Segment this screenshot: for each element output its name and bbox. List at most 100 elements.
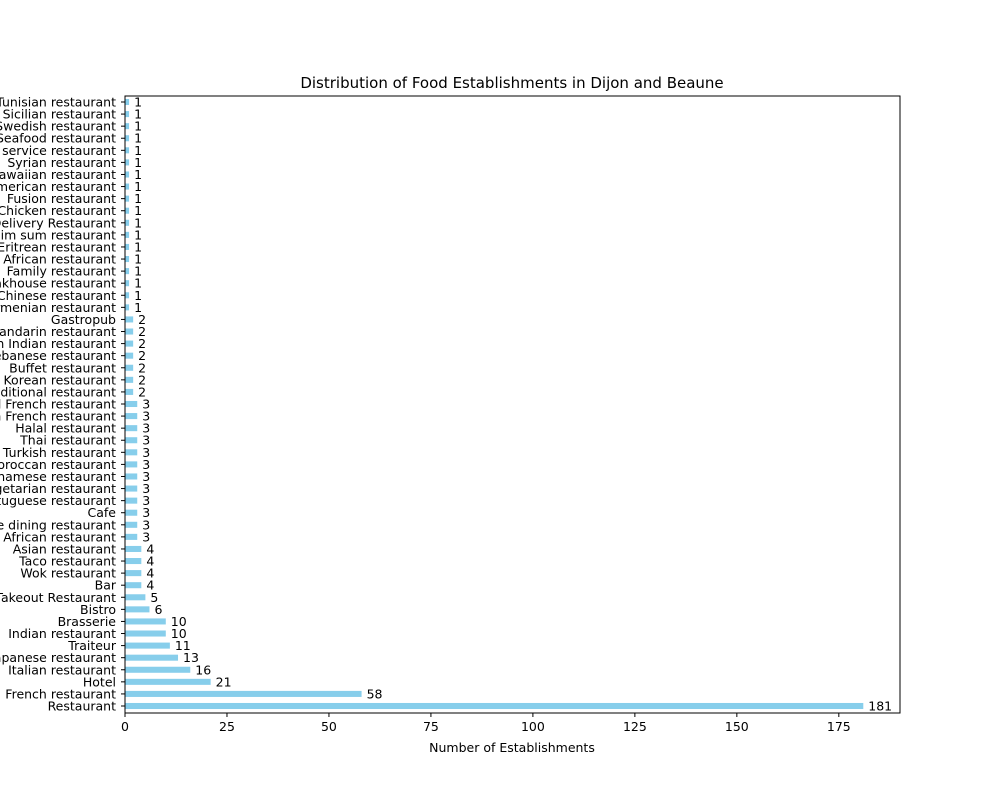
value-label: 3 (142, 421, 150, 436)
bar (125, 98, 130, 106)
bar (125, 256, 130, 263)
y-tick-label: French restaurant (5, 686, 116, 701)
y-tick-label: Traiteur (67, 638, 117, 653)
value-label: 1 (134, 167, 142, 182)
bar (125, 509, 138, 516)
value-label: 1 (134, 276, 142, 291)
bar (125, 352, 134, 359)
x-axis-title: Number of Establishments (429, 740, 595, 755)
y-tick-label: Chicken restaurant (0, 203, 116, 218)
value-label: 1 (134, 131, 142, 146)
x-ticks: 0 25 50 75 100 125 150 175 (121, 713, 851, 734)
value-label: 58 (367, 686, 383, 701)
x-tick-label: 0 (121, 719, 129, 734)
bar (125, 545, 142, 552)
value-label: 1 (134, 95, 142, 110)
y-tick-label: North Indian restaurant (0, 336, 116, 351)
value-label: 2 (138, 324, 146, 339)
value-label: 3 (142, 433, 150, 448)
value-label: 11 (175, 638, 191, 653)
value-label: 1 (134, 252, 142, 267)
x-tick-label: 50 (321, 719, 337, 734)
y-tick-label: Tunisian restaurant (0, 95, 116, 110)
bar (125, 642, 170, 649)
bar (125, 437, 138, 444)
value-labels: 1815821161311101065444433333333333322222… (134, 95, 892, 714)
y-tick-label: Dim sum restaurant (0, 227, 116, 242)
bar (125, 364, 134, 371)
value-label: 3 (142, 493, 150, 508)
bar (125, 219, 130, 226)
bar (125, 280, 130, 287)
y-tick-label: Vietnamese restaurant (0, 469, 116, 484)
value-label: 181 (868, 699, 892, 714)
value-label: 16 (195, 662, 211, 677)
bar (125, 533, 138, 540)
bar (125, 473, 138, 480)
bar (125, 159, 130, 166)
bar (125, 690, 362, 697)
y-tick-label: Korean restaurant (3, 372, 116, 387)
bar (125, 328, 134, 335)
bar (125, 316, 134, 323)
value-label: 1 (134, 119, 142, 134)
bar (125, 558, 142, 565)
bar (125, 521, 138, 528)
value-label: 1 (134, 191, 142, 206)
bar (125, 425, 138, 432)
bar (125, 461, 138, 468)
value-label: 3 (142, 481, 150, 496)
y-tick-label: Seafood restaurant (0, 131, 116, 146)
value-label: 1 (134, 179, 142, 194)
bar (125, 292, 130, 299)
bar (125, 678, 211, 685)
y-tick-label: Taco restaurant (18, 554, 116, 569)
y-tick-label: Chinese restaurant (0, 288, 116, 303)
bar (125, 388, 134, 395)
value-label: 3 (142, 505, 150, 520)
value-label: 1 (134, 264, 142, 279)
y-tick-label: Italian restaurant (8, 662, 116, 677)
plot-frame (124, 95, 901, 714)
value-label: 1 (134, 155, 142, 170)
y-tick-label: African restaurant (3, 529, 116, 544)
y-tick-label: Swedish restaurant (0, 119, 116, 134)
value-label: 1 (134, 288, 142, 303)
bar (125, 702, 864, 710)
bar (125, 207, 130, 214)
bar (125, 449, 138, 456)
x-tick-label: 25 (219, 719, 235, 734)
y-tick-label: Self service restaurant (0, 143, 116, 158)
value-label: 13 (183, 650, 199, 665)
value-label: 3 (142, 445, 150, 460)
value-label: 1 (134, 215, 142, 230)
value-label: 4 (146, 566, 154, 581)
bar (125, 195, 130, 202)
y-tick-label: Fine dining restaurant (0, 517, 116, 532)
y-tick-label: Portuguese restaurant (0, 493, 116, 508)
y-tick-label: Mandarin restaurant (0, 324, 116, 339)
y-tick-label: Thai restaurant (19, 433, 116, 448)
value-label: 1 (134, 227, 142, 242)
value-label: 3 (142, 397, 150, 412)
bar (125, 243, 130, 250)
y-tick-label: Steakhouse restaurant (0, 276, 116, 291)
value-label: 6 (154, 602, 162, 617)
y-tick-label: Eritrean restaurant (0, 239, 116, 254)
value-label: 2 (138, 336, 146, 351)
value-label: 10 (171, 626, 187, 641)
value-label: 1 (134, 143, 142, 158)
value-label: 3 (142, 517, 150, 532)
y-tick-label: Family restaurant (7, 264, 116, 279)
x-tick-label: 125 (623, 719, 647, 734)
bar (125, 135, 130, 142)
bar (125, 171, 130, 178)
value-label: 1 (134, 239, 142, 254)
value-label: 2 (138, 372, 146, 387)
value-label: 1 (134, 107, 142, 122)
bar (125, 618, 166, 625)
value-label: 1 (134, 203, 142, 218)
y-tick-label: Asian restaurant (13, 541, 116, 556)
bar (125, 183, 130, 190)
bar (125, 231, 130, 238)
